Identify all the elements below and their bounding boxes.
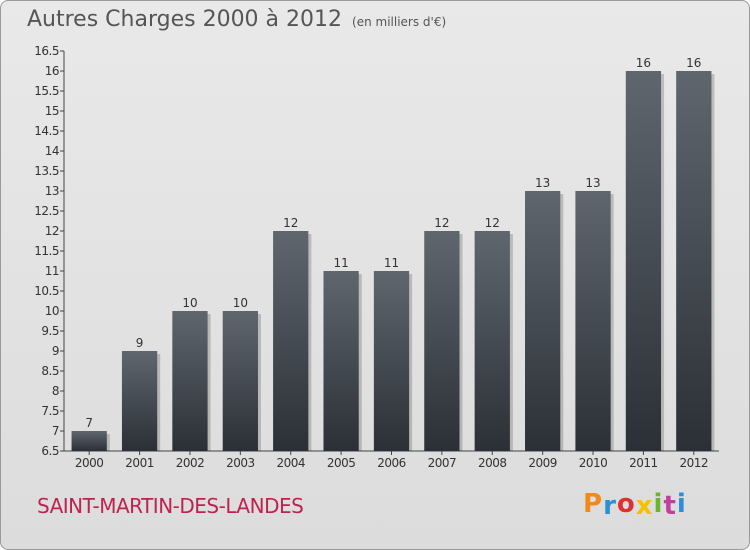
logo-letter: i bbox=[676, 489, 687, 519]
x-tick-label: 2011 bbox=[629, 456, 658, 470]
y-tick-label: 11.5 bbox=[34, 244, 59, 258]
bar bbox=[625, 71, 662, 451]
chart-title: Autres Charges 2000 à 2012 (en milliers d… bbox=[27, 7, 446, 32]
data-label: 11 bbox=[384, 256, 399, 270]
y-tick-label: 12 bbox=[45, 224, 59, 238]
x-tick-label: 2000 bbox=[75, 456, 104, 470]
title-text: Autres Charges 2000 à 2012 bbox=[27, 7, 343, 32]
x-tick-label: 2006 bbox=[377, 456, 406, 470]
bar bbox=[273, 231, 309, 451]
y-tick-label: 13 bbox=[45, 184, 59, 198]
x-tick-label: 2001 bbox=[125, 456, 154, 470]
y-tick-label: 8 bbox=[52, 384, 59, 398]
data-label: 12 bbox=[434, 216, 449, 230]
y-tick-label: 12.5 bbox=[34, 204, 59, 218]
y-tick-label: 13.5 bbox=[34, 164, 59, 178]
data-label: 9 bbox=[136, 336, 144, 350]
data-label: 10 bbox=[182, 296, 197, 310]
bar bbox=[71, 431, 107, 451]
x-tick-label: 2005 bbox=[327, 456, 356, 470]
logo-letter: i bbox=[653, 489, 664, 519]
data-label: 10 bbox=[233, 296, 248, 310]
y-tick-label: 10 bbox=[45, 304, 59, 318]
commune-name: SAINT-MARTIN-DES-LANDES bbox=[37, 494, 304, 518]
data-label: 16 bbox=[686, 56, 701, 70]
data-label: 11 bbox=[333, 256, 348, 270]
y-tick-label: 11 bbox=[45, 264, 59, 278]
bar bbox=[373, 271, 410, 451]
proxiti-logo: Proxiti bbox=[583, 489, 687, 521]
bar bbox=[676, 71, 712, 451]
logo-letter: t bbox=[663, 491, 677, 521]
bar bbox=[575, 191, 611, 451]
bar bbox=[525, 191, 561, 451]
unit-label: (en milliers d'€) bbox=[352, 15, 447, 29]
y-tick-label: 6.5 bbox=[41, 444, 59, 458]
data-label: 16 bbox=[636, 56, 651, 70]
y-tick-label: 16 bbox=[45, 64, 59, 78]
x-tick-label: 2009 bbox=[528, 456, 557, 470]
data-label: 13 bbox=[585, 176, 600, 190]
logo-letter: r bbox=[603, 491, 617, 521]
bar bbox=[424, 231, 460, 451]
y-tick-label: 10.5 bbox=[34, 284, 59, 298]
y-tick-label: 16.5 bbox=[34, 44, 59, 58]
data-label: 7 bbox=[85, 416, 93, 430]
x-tick-label: 2003 bbox=[226, 456, 255, 470]
bar bbox=[474, 231, 510, 451]
bar bbox=[172, 311, 208, 451]
x-tick-label: 2008 bbox=[478, 456, 507, 470]
bar bbox=[222, 311, 258, 451]
x-tick-label: 2012 bbox=[680, 456, 709, 470]
y-tick-label: 8.5 bbox=[41, 364, 59, 378]
data-label: 12 bbox=[485, 216, 500, 230]
logo-letter: x bbox=[635, 491, 654, 521]
x-tick-label: 2002 bbox=[176, 456, 205, 470]
y-tick-label: 14 bbox=[45, 144, 59, 158]
x-tick-label: 2010 bbox=[579, 456, 608, 470]
bar bbox=[121, 351, 158, 451]
data-label: 13 bbox=[535, 176, 550, 190]
y-tick-label: 7 bbox=[52, 424, 59, 438]
y-tick-label: 9.5 bbox=[41, 324, 59, 338]
y-tick-label: 7.5 bbox=[41, 404, 59, 418]
y-tick-label: 9 bbox=[52, 344, 59, 358]
x-tick-label: 2007 bbox=[428, 456, 457, 470]
y-tick-label: 15 bbox=[45, 104, 59, 118]
x-tick-label: 2004 bbox=[276, 456, 305, 470]
logo-letter: P bbox=[583, 489, 604, 519]
data-label: 12 bbox=[283, 216, 298, 230]
y-tick-label: 14.5 bbox=[34, 124, 59, 138]
bar bbox=[323, 271, 359, 451]
logo-letter: o bbox=[616, 489, 636, 519]
y-tick-label: 15.5 bbox=[34, 84, 59, 98]
